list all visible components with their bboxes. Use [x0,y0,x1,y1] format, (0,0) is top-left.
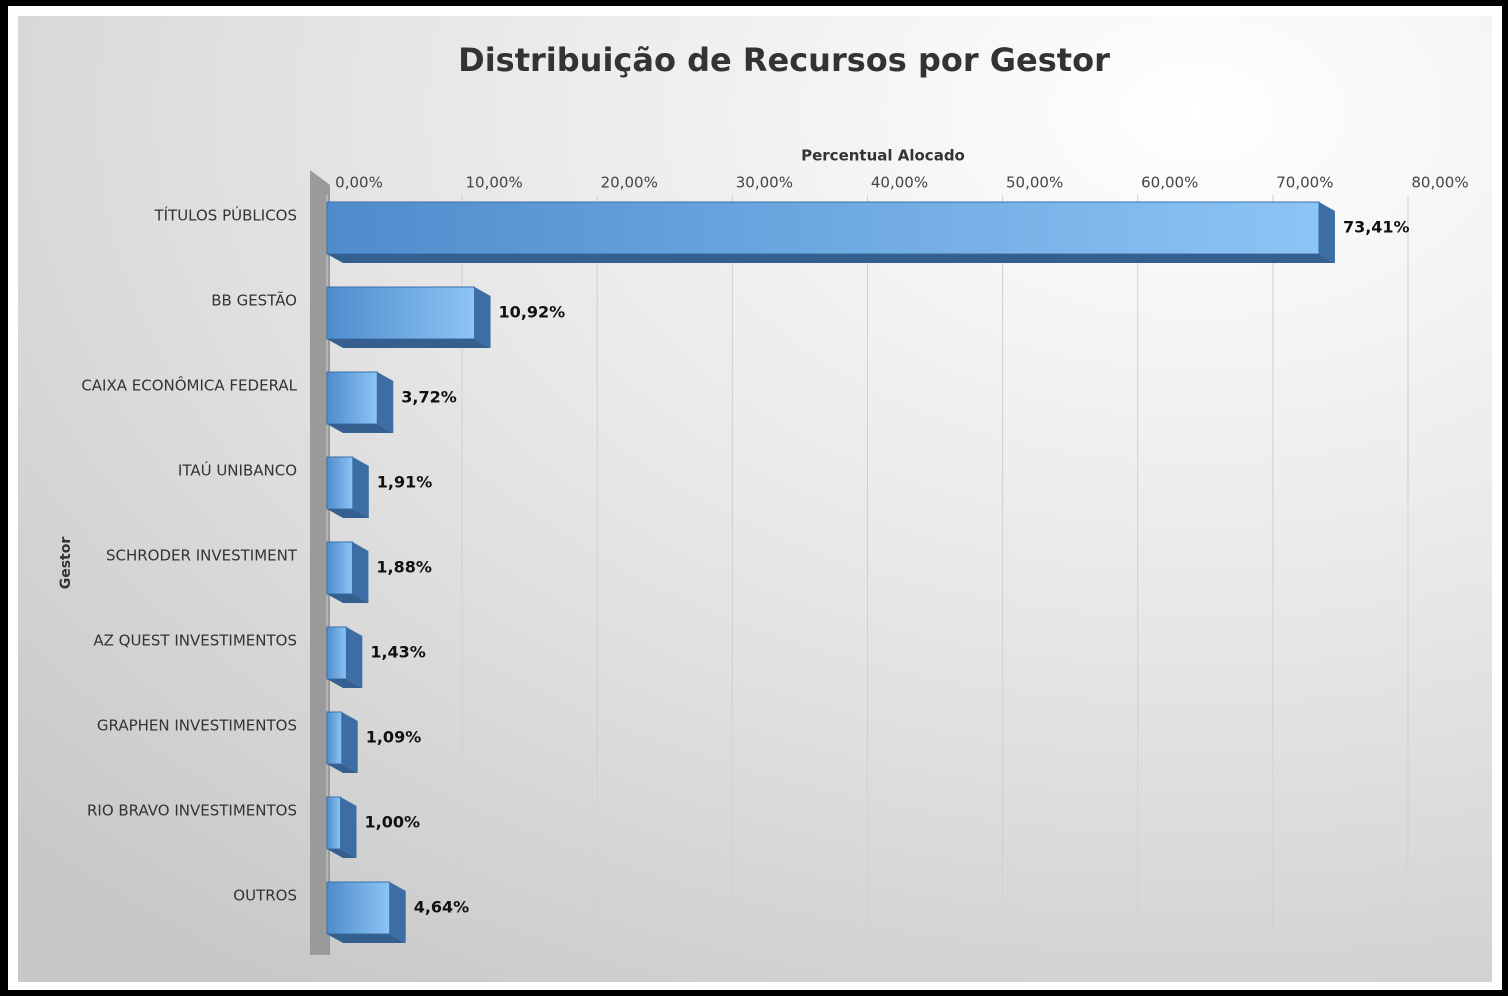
bar [326,541,353,595]
bar-side [1318,202,1335,263]
y-tick-label: TÍTULOS PÚBLICOS [153,206,297,225]
x-tick-label: 50,00% [1006,174,1063,192]
x-tick-label: 0,00% [335,174,383,192]
x-tick-label: 80,00% [1411,174,1468,192]
bar [326,286,476,340]
data-label: 73,41% [1343,218,1410,237]
x-tick-label: 20,00% [601,174,658,192]
data-label: 1,00% [365,813,421,832]
bar-side [352,542,369,603]
bar [326,201,1320,255]
bar-side [377,372,394,433]
y-tick-label: BB GESTÃO [211,291,297,310]
x-tick-label: 70,00% [1276,174,1333,192]
data-label: 1,09% [366,728,422,747]
x-axis-label: Percentual Alocado [801,147,965,165]
data-label: 4,64% [414,898,470,917]
y-tick-label: SCHRODER INVESTIMENT [106,547,298,565]
bar-side [352,457,369,518]
y-tick-label: CAIXA ECONÔMICA FEDERAL [81,376,297,395]
bar [326,626,347,680]
data-label: 3,72% [401,388,457,407]
y-axis-label: Gestor [58,537,74,590]
bar-bottom [327,509,369,518]
bar-bottom [327,764,358,773]
data-label: 10,92% [499,303,566,322]
side-wall [310,170,330,955]
x-tick-label: 40,00% [871,174,928,192]
bar [326,796,342,850]
bar-bottom [327,339,491,348]
x-tick-label: 10,00% [466,174,523,192]
y-tick-label: GRAPHEN INVESTIMENTOS [97,717,297,735]
bar-bottom [327,679,363,688]
data-label: 1,91% [377,473,433,492]
bar [326,371,378,425]
data-label: 1,88% [376,558,432,577]
chart-area [18,16,1492,982]
x-tick-label: 60,00% [1141,174,1198,192]
x-tick-label: 30,00% [736,174,793,192]
bar-bottom [327,594,369,603]
y-tick-label: AZ QUEST INVESTIMENTOS [93,632,297,650]
bar-bottom [327,849,357,858]
y-tick-label: RIO BRAVO INVESTIMENTOS [87,802,297,820]
bar [326,881,391,935]
data-label: 1,43% [370,643,426,662]
bar-side [389,882,406,943]
bar-side [346,627,363,688]
bar-bottom [327,424,394,433]
chart-title: Distribuição de Recursos por Gestor [458,41,1110,79]
bar [326,711,343,765]
bar-side [340,797,357,858]
bar-side [474,287,491,348]
bar [326,456,354,510]
y-tick-label: ITAÚ UNIBANCO [178,461,297,480]
bar-side [341,712,358,773]
bar-bottom [327,254,1335,263]
bar-bottom [327,934,406,943]
y-tick-label: OUTROS [233,887,297,905]
